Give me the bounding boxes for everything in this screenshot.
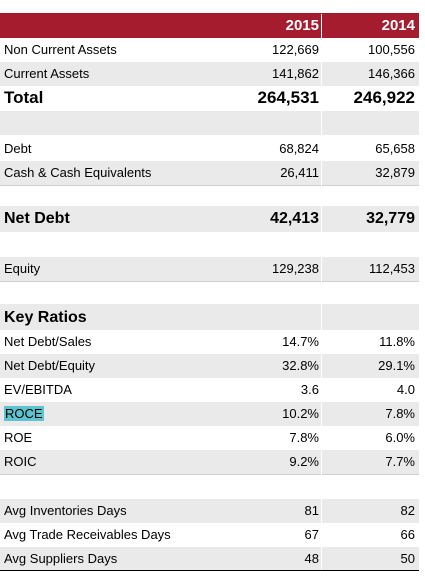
highlighted-cell: ROCE [4, 406, 44, 421]
header-year-2015: 2015 [285, 17, 319, 34]
section-heading-key-ratios: Key Ratios [0, 304, 419, 330]
row-value-2015: 7.8% [289, 430, 319, 445]
row-value-2015: 264,531 [257, 88, 319, 107]
table-row: Avg Suppliers Days 48 50 [0, 547, 419, 570]
row-label: ROIC [4, 454, 37, 469]
row-value-2014: 7.7% [385, 454, 415, 469]
row-label: Net Debt [4, 210, 70, 227]
table-row: Avg Trade Receivables Days 67 66 [0, 523, 419, 547]
table-row: EV/EBITDA 3.6 4.0 [0, 378, 419, 402]
row-value-2015: 14.7% [282, 334, 319, 349]
spacer-row [0, 111, 419, 135]
row-value-2014: 100,556 [368, 42, 415, 57]
row-label: Equity [4, 261, 41, 276]
row-value-2015: 68,824 [279, 141, 319, 156]
header-year-2014: 2014 [381, 17, 415, 34]
row-label: Non Current Assets [4, 42, 117, 57]
row-label: Avg Inventories Days [4, 503, 127, 518]
row-value-2014: 32,879 [375, 165, 415, 180]
row-value-2015: 32.8% [282, 358, 319, 373]
table-row: ROIC 9.2% 7.7% [0, 450, 419, 475]
row-value-2015: 67 [304, 527, 319, 542]
spacer-row [0, 186, 419, 206]
row-value-2015: 3.6 [300, 382, 319, 397]
row-label: Total [4, 88, 44, 107]
spacer-row [0, 232, 419, 257]
table-row: ROE 7.8% 6.0% [0, 426, 419, 450]
row-label: Cash & Cash Equivalents [4, 165, 152, 180]
table-row: Debt 68,824 65,658 [0, 137, 419, 161]
section-title: Key Ratios [4, 309, 87, 326]
row-value-2014: 66 [400, 527, 415, 542]
table-row: Non Current Assets 122,669 100,556 [0, 38, 419, 62]
table-header: 2015 2014 [0, 14, 419, 38]
row-value-2015: 42,413 [270, 210, 319, 227]
row-value-2015: 9.2% [289, 454, 319, 469]
row-value-2014: 50 [400, 551, 415, 566]
row-value-2015: 122,669 [272, 42, 319, 57]
table-row-net-debt: Net Debt 42,413 32,779 [0, 206, 419, 232]
table-row-total: Total 264,531 246,922 [0, 86, 419, 111]
row-label: Current Assets [4, 66, 90, 81]
table-row: Net Debt/Sales 14.7% 11.8% [0, 330, 419, 354]
row-value-2015: 10.2% [282, 406, 319, 421]
row-label: Avg Trade Receivables Days [4, 527, 171, 542]
row-value-2015: 26,411 [280, 165, 319, 180]
row-label: Net Debt/Equity [4, 358, 96, 373]
row-value-2015: 129,238 [272, 261, 319, 276]
spacer-row [0, 282, 419, 304]
table-row: Equity 129,238 112,453 [0, 257, 419, 282]
row-value-2015: 81 [304, 503, 319, 518]
row-value-2014: 146,366 [368, 66, 415, 81]
table-row: Cash & Cash Equivalents 26,411 32,879 [0, 161, 419, 186]
table-row: Current Assets 141,862 146,366 [0, 62, 419, 86]
row-value-2014: 29.1% [378, 358, 415, 373]
row-label: Net Debt/Sales [4, 334, 92, 349]
row-value-2014: 65,658 [375, 141, 415, 156]
row-label: ROCE [4, 402, 44, 426]
row-label: Debt [4, 141, 32, 156]
row-value-2014: 11.8% [379, 334, 415, 349]
row-value-2014: 246,922 [353, 88, 415, 107]
row-label: Avg Suppliers Days [4, 551, 118, 566]
row-value-2014: 6.0% [385, 430, 415, 445]
bottom-rule [0, 570, 419, 571]
table-row: Net Debt/Equity 32.8% 29.1% [0, 354, 419, 378]
row-value-2014: 7.8% [385, 406, 415, 421]
row-value-2014: 32,779 [366, 210, 415, 227]
row-value-2014: 4.0 [396, 382, 415, 397]
row-value-2015: 48 [304, 551, 319, 566]
row-label: EV/EBITDA [4, 382, 72, 397]
row-value-2014: 112,453 [368, 261, 415, 276]
row-value-2014: 82 [400, 503, 415, 518]
row-value-2015: 141,862 [272, 66, 319, 81]
row-label: ROE [4, 430, 33, 445]
column-separator [321, 14, 322, 570]
spacer-row [0, 475, 419, 499]
table-row: Avg Inventories Days 81 82 [0, 499, 419, 523]
top-rule [0, 13, 419, 14]
table-row: ROCE 10.2% 7.8% [0, 402, 419, 426]
